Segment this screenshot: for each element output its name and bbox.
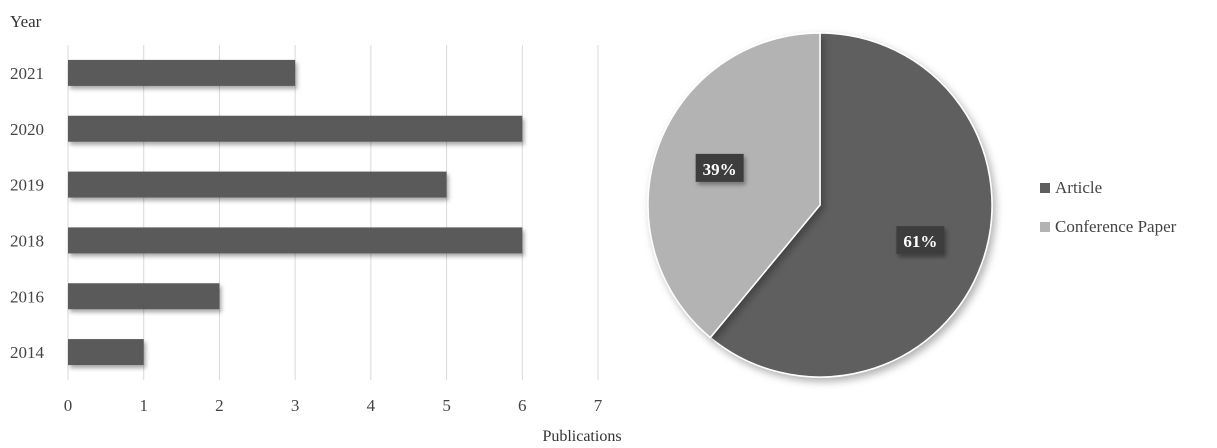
x-tick-label: 4: [367, 396, 376, 415]
pie-data-label-box: [695, 153, 744, 182]
y-tick-labels: 2021 2020 2019 2018 2016 2014: [10, 64, 45, 362]
y-tick-label: 2014: [10, 343, 45, 362]
bar-chart: 2021 2020 2019 2018 2016 2014 0 1 2 3 4 5 6 7 Year P…: [10, 12, 622, 445]
y-tick-label: 2021: [10, 64, 44, 83]
bar-series: [68, 59, 523, 366]
pie-chart: 61% 39%: [647, 32, 993, 378]
x-tick-label: 2: [215, 396, 224, 415]
x-tick-label: 5: [442, 396, 451, 415]
pie-data-label-text: 61%: [903, 232, 937, 251]
pie-data-label: 61%: [896, 226, 945, 255]
pie-slices: [647, 32, 993, 378]
x-tick-label: 1: [139, 396, 148, 415]
bar-2014: [68, 339, 144, 366]
y-tick-label: 2016: [10, 287, 44, 306]
x-tick-label: 3: [291, 396, 300, 415]
legend-label: Article: [1055, 178, 1102, 197]
y-tick-label: 2019: [10, 176, 44, 195]
x-tick-labels: 0 1 2 3 4 5 6 7: [64, 396, 603, 415]
bar-2021: [68, 59, 296, 86]
x-tick-label: 6: [518, 396, 527, 415]
pie-slice-conference-paper: [647, 32, 821, 339]
pie-slice-article: [709, 32, 993, 378]
y-axis-title: Year: [10, 12, 42, 31]
y-tick-label: 2020: [10, 120, 44, 139]
pie-data-label: 39%: [695, 153, 744, 182]
pie-legend: Article Conference Paper: [1040, 178, 1177, 236]
bar-2018: [68, 227, 523, 254]
pie-data-labels: 61% 39%: [695, 153, 945, 255]
bar-2016: [68, 283, 220, 310]
bar-gridlines: [67, 45, 599, 380]
legend-swatch: [1040, 183, 1050, 193]
x-axis-title: Publications: [542, 428, 621, 445]
x-tick-label: 7: [594, 396, 603, 415]
bar-2020: [68, 115, 523, 142]
x-tick-label: 0: [64, 396, 73, 415]
legend-label: Conference Paper: [1055, 217, 1177, 236]
y-tick-label: 2018: [10, 231, 44, 250]
pie-data-label-text: 39%: [703, 160, 737, 179]
pie-data-label-box: [896, 226, 945, 255]
legend-swatch: [1040, 222, 1050, 232]
bar-2019: [68, 171, 447, 198]
